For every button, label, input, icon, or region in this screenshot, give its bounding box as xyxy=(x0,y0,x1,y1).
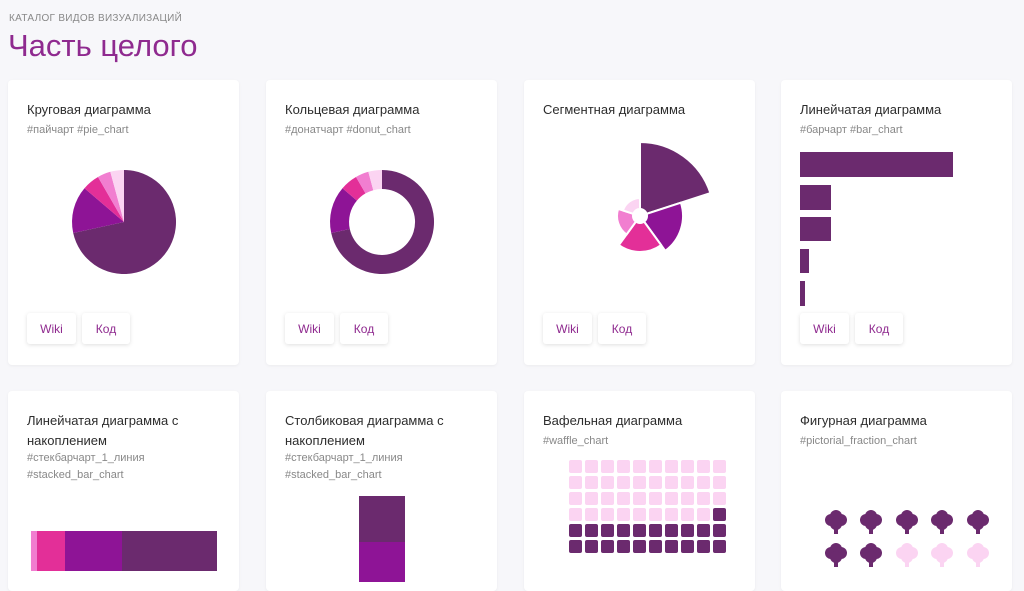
card-title: Линейчатая диаграмма xyxy=(800,102,942,117)
card-tags: #waffle_chart xyxy=(543,435,609,447)
card-title: Сегментная диаграмма xyxy=(543,102,686,117)
card-pie-chart[interactable]: Круговая диаграмма #пайчарт #pie_chart W… xyxy=(8,80,239,365)
card-pictorial-chart[interactable]: Фигурная диаграмма #pictorial_fraction_c… xyxy=(781,391,1012,591)
card-tags: #pictorial_fraction_chart xyxy=(800,435,917,447)
card-title: Кольцевая диаграмма xyxy=(285,102,420,117)
card-title: Вафельная диаграмма xyxy=(543,413,683,428)
card-waffle-chart[interactable]: Вафельная диаграмма #waffle_chart xyxy=(524,391,755,591)
card-title: Фигурная диаграмма xyxy=(800,413,927,428)
card-tags: #донатчарт #donut_chart xyxy=(285,124,411,136)
code-button[interactable]: Код xyxy=(855,313,903,344)
pictorial-chart-icon xyxy=(825,510,989,567)
card-tags: #барчарт #bar_chart xyxy=(800,124,903,136)
card-tags: #стекбарчарт_1_линия #stacked_bar_chart xyxy=(285,452,403,481)
card-title: Линейчатая диаграмма с накоплением xyxy=(27,413,179,448)
stacked-bar-chart-icon xyxy=(31,531,217,571)
donut-chart-icon xyxy=(330,169,435,274)
wiki-button[interactable]: Wiki xyxy=(285,313,334,344)
card-tags: #пайчарт #pie_chart xyxy=(27,124,129,136)
code-button[interactable]: Код xyxy=(598,313,646,344)
stacked-column-chart-icon xyxy=(359,496,405,582)
card-title: Столбиковая диаграмма с накоплением xyxy=(285,413,444,448)
code-button[interactable]: Код xyxy=(340,313,388,344)
bar-chart-icon xyxy=(800,152,953,306)
card-stacked-bar-chart[interactable]: Линейчатая диаграмма с накоплением #стек… xyxy=(8,391,239,591)
card-title: Круговая диаграмма xyxy=(27,102,151,117)
card-donut-chart[interactable]: Кольцевая диаграмма #донатчарт #donut_ch… xyxy=(266,80,497,365)
waffle-chart-icon xyxy=(569,460,726,553)
card-stacked-column-chart[interactable]: Столбиковая диаграмма с накоплением #сте… xyxy=(266,391,497,591)
page-title: Часть целого xyxy=(8,28,198,63)
pie-chart-icon xyxy=(72,169,177,274)
card-bar-chart[interactable]: Линейчатая диаграмма #барчарт #bar_chart… xyxy=(781,80,1012,365)
catalog-kicker: КАТАЛОГ ВИДОВ ВИЗУАЛИЗАЦИЙ xyxy=(9,13,183,24)
card-tags: #стекбарчарт_1_линия #stacked_bar_chart xyxy=(27,452,145,481)
wiki-button[interactable]: Wiki xyxy=(543,313,592,344)
code-button[interactable]: Код xyxy=(82,313,130,344)
card-segment-chart[interactable]: Сегментная диаграмма Wiki Код xyxy=(524,80,755,365)
wiki-button[interactable]: Wiki xyxy=(800,313,849,344)
wiki-button[interactable]: Wiki xyxy=(27,313,76,344)
segment-chart-icon xyxy=(615,141,712,254)
